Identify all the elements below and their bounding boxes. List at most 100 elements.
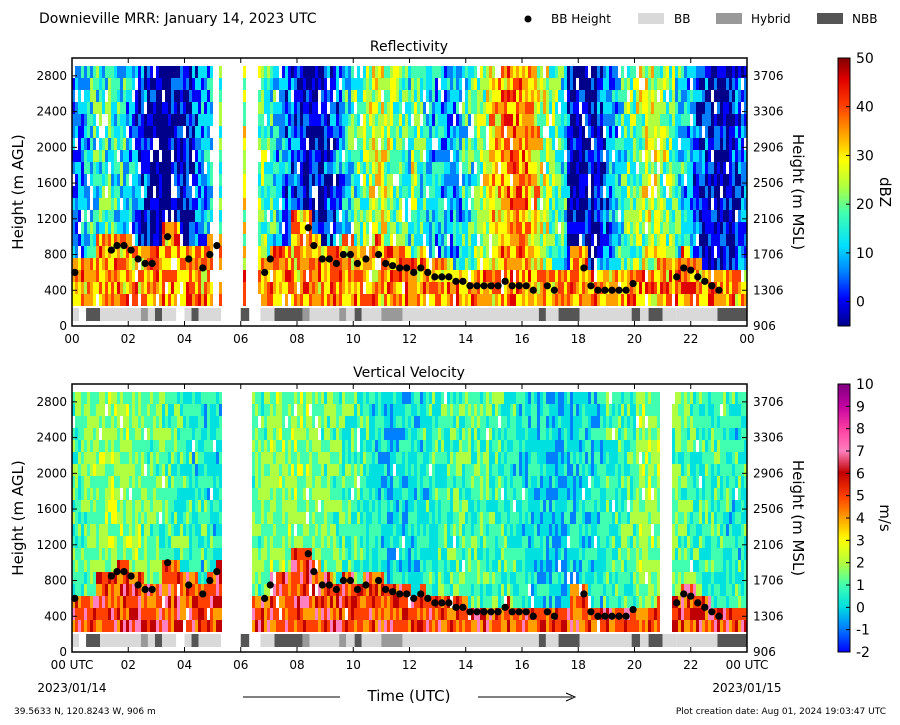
reflectivity-colorbar bbox=[837, 57, 851, 327]
y-tick-label: 0 bbox=[59, 319, 67, 333]
y-tick-label-right: 2906 bbox=[753, 466, 784, 480]
bb-height-point bbox=[701, 603, 709, 611]
classification-segment-bb bbox=[100, 634, 141, 647]
bb-height-point bbox=[346, 250, 355, 259]
y-tick-label-right: 3706 bbox=[753, 395, 784, 409]
legend-item-bb: BB bbox=[638, 12, 690, 26]
bb-height-point bbox=[424, 268, 432, 276]
bb-height-point bbox=[508, 608, 516, 616]
bb-height-point bbox=[134, 581, 142, 589]
bb-height-point bbox=[708, 608, 716, 616]
bb-height-point bbox=[389, 262, 397, 270]
bb-height-point bbox=[120, 242, 128, 250]
legend-swatch bbox=[817, 13, 843, 24]
bb-height-point bbox=[424, 594, 432, 603]
x-tick-label: 16 bbox=[514, 658, 529, 672]
bb-height-point bbox=[127, 572, 135, 580]
bb-height-point bbox=[466, 608, 474, 616]
vertical-velocity-bb-height-points bbox=[71, 550, 723, 620]
classification-segment-nbb bbox=[717, 308, 747, 321]
reflectivity-field bbox=[72, 66, 747, 306]
bb-height-point bbox=[680, 264, 688, 272]
colorbar-tick-label: 0 bbox=[856, 600, 865, 616]
classification-segment-bb bbox=[402, 634, 539, 647]
bb-height-point bbox=[494, 282, 502, 290]
classification-segment-bb bbox=[162, 308, 177, 321]
bb-height-point bbox=[615, 612, 623, 620]
legend-swatch bbox=[716, 13, 742, 24]
classification-segment-nbb bbox=[354, 634, 362, 647]
bb-height-point bbox=[680, 590, 688, 598]
legend-item-hybrid: Hybrid bbox=[716, 12, 791, 26]
bb-height-point bbox=[134, 255, 142, 263]
classification-segment-nbb bbox=[558, 634, 580, 647]
y-tick-label: 1200 bbox=[36, 538, 67, 552]
classification-segment-bb bbox=[100, 308, 141, 321]
classification-segment-nbb bbox=[86, 308, 101, 321]
bb-height-point bbox=[694, 273, 702, 281]
bb-height-point bbox=[550, 286, 558, 294]
vertical-velocity-bb-classification-bar bbox=[72, 634, 747, 647]
bb-height-point bbox=[601, 286, 609, 294]
reflectivity-ylabel-right: Height (m MSL) bbox=[789, 134, 807, 250]
bb-height-point bbox=[417, 590, 425, 598]
classification-segment-nbb bbox=[274, 308, 303, 321]
classification-segment-bb bbox=[162, 634, 177, 647]
x-tick-label: 12 bbox=[402, 332, 417, 346]
end-date-label: 2023/01/15 bbox=[712, 681, 781, 695]
y-tick-label: 2800 bbox=[36, 69, 67, 83]
bb-height-point bbox=[148, 585, 156, 594]
bb-height-point bbox=[594, 286, 602, 294]
legend-label: Hybrid bbox=[751, 12, 791, 26]
x-tick-label: 04 bbox=[177, 332, 192, 346]
bb-height-point bbox=[587, 282, 595, 290]
colorbar-tick-label: 9 bbox=[856, 399, 865, 415]
x-tick-label: 00 bbox=[64, 332, 79, 346]
figure-title: Downieville MRR: January 14, 2023 UTC bbox=[39, 11, 317, 27]
legend-item-bb-height: BB Height bbox=[524, 12, 611, 26]
y-tick-label-right: 2106 bbox=[753, 212, 784, 226]
colorbar-tick-label: 6 bbox=[856, 466, 865, 482]
bb-height-point bbox=[673, 599, 681, 607]
bb-height-point bbox=[113, 568, 121, 576]
time-arrow-head bbox=[565, 692, 577, 702]
bb-height-point bbox=[522, 282, 530, 290]
bb-height-point bbox=[353, 259, 362, 268]
colorbar-tick-label: -2 bbox=[856, 645, 870, 661]
y-tick-label: 2800 bbox=[36, 395, 67, 409]
bb-height-point bbox=[445, 273, 453, 281]
classification-segment-bb bbox=[346, 634, 355, 647]
bb-height-point bbox=[543, 608, 551, 616]
bb-height-point bbox=[185, 255, 193, 263]
bb-height-point bbox=[629, 605, 637, 614]
bb-height-point bbox=[318, 255, 326, 263]
y-tick-label: 400 bbox=[44, 283, 67, 297]
bb-height-point bbox=[304, 224, 312, 232]
classification-segment-bb bbox=[579, 634, 632, 647]
bb-height-point bbox=[594, 612, 602, 620]
classification-segment-hybrid bbox=[302, 308, 310, 321]
x-tick-label: 02 bbox=[121, 658, 136, 672]
classification-segment-bb bbox=[147, 634, 155, 647]
bb-height-point bbox=[325, 255, 333, 263]
classification-segment-nbb bbox=[240, 308, 250, 321]
y-tick-label-right: 1706 bbox=[753, 248, 784, 262]
x-tick-label: 10 bbox=[346, 332, 361, 346]
bb-height-point bbox=[127, 246, 135, 254]
colorbar-tick-label: 50 bbox=[856, 51, 874, 67]
vertical-velocity-ylabel-right: Height (m MSL) bbox=[789, 460, 807, 576]
bb-height-point bbox=[396, 264, 404, 272]
bb-height-point bbox=[622, 286, 630, 294]
bb-height-point bbox=[431, 273, 439, 281]
bb-height-point bbox=[261, 268, 269, 276]
y-tick-label: 2000 bbox=[36, 140, 67, 154]
y-tick-label-right: 906 bbox=[753, 319, 776, 333]
y-tick-label: 2400 bbox=[36, 105, 67, 119]
classification-segment-bb bbox=[579, 308, 632, 321]
reflectivity-colorbar-ticks: 0 10 20 30 40 50 bbox=[846, 51, 874, 311]
classification-segment-bb bbox=[676, 634, 718, 647]
bb-height-point bbox=[487, 282, 495, 290]
x-tick-label: 22 bbox=[683, 332, 698, 346]
